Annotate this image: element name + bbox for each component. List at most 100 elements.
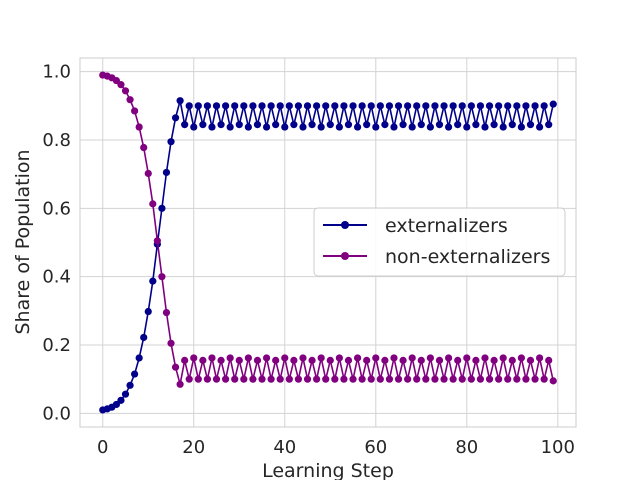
data-point-non-externalizers — [349, 375, 357, 383]
data-point-non-externalizers — [131, 107, 139, 115]
data-point-non-externalizers — [285, 375, 293, 383]
legend: externalizers non-externalizers — [313, 207, 566, 277]
data-point-externalizers — [331, 102, 339, 110]
legend-marker-non-externalizers — [341, 252, 349, 260]
data-point-externalizers — [399, 121, 407, 129]
data-point-non-externalizers — [404, 375, 412, 383]
data-point-non-externalizers — [121, 87, 130, 95]
data-point-externalizers — [208, 123, 216, 131]
data-point-externalizers — [135, 354, 143, 362]
data-point-non-externalizers — [417, 356, 425, 364]
data-point-externalizers — [326, 121, 334, 129]
data-point-externalizers — [408, 123, 416, 131]
data-point-externalizers — [458, 102, 466, 110]
data-point-externalizers — [222, 102, 230, 110]
data-point-non-externalizers — [508, 356, 516, 364]
data-point-externalizers — [171, 114, 180, 122]
data-point-externalizers — [476, 102, 485, 110]
data-point-externalizers — [422, 102, 430, 110]
data-point-non-externalizers — [262, 354, 271, 362]
data-point-non-externalizers — [249, 375, 257, 383]
data-point-externalizers — [417, 121, 425, 129]
data-point-externalizers — [381, 121, 389, 129]
x-axis-label: Learning Step — [262, 460, 394, 480]
data-point-non-externalizers — [153, 237, 161, 245]
data-point-externalizers — [313, 102, 321, 110]
plot-frame — [79, 57, 577, 428]
data-point-externalizers — [194, 102, 202, 110]
data-point-externalizers — [181, 121, 189, 129]
data-point-non-externalizers — [431, 375, 439, 383]
data-point-non-externalizers — [454, 356, 462, 364]
data-point-externalizers — [536, 123, 544, 131]
data-point-externalizers — [308, 121, 316, 129]
data-point-non-externalizers — [231, 375, 239, 383]
data-point-non-externalizers — [358, 375, 366, 383]
data-point-non-externalizers — [181, 356, 189, 364]
data-point-externalizers — [144, 307, 152, 316]
data-point-non-externalizers — [158, 273, 166, 281]
data-point-externalizers — [249, 102, 257, 110]
x-tick-label: 80 — [455, 437, 478, 458]
data-point-non-externalizers — [485, 375, 494, 383]
data-point-externalizers — [353, 123, 362, 131]
y-tick-label: 1.0 — [42, 62, 71, 83]
data-point-non-externalizers — [226, 354, 234, 362]
data-point-non-externalizers — [313, 375, 321, 383]
data-point-non-externalizers — [326, 356, 334, 364]
data-point-externalizers — [454, 121, 462, 129]
data-point-externalizers — [281, 123, 289, 131]
data-point-non-externalizers — [536, 354, 544, 362]
y-tick-label: 0.4 — [42, 267, 71, 288]
data-point-non-externalizers — [390, 354, 398, 362]
data-point-externalizers — [376, 102, 384, 110]
data-point-non-externalizers — [235, 356, 243, 364]
data-point-non-externalizers — [162, 308, 171, 317]
data-point-non-externalizers — [222, 375, 230, 383]
data-point-non-externalizers — [117, 81, 125, 89]
data-point-non-externalizers — [308, 356, 316, 364]
data-point-non-externalizers — [399, 356, 407, 364]
data-point-externalizers — [467, 102, 475, 110]
data-point-externalizers — [294, 102, 303, 110]
data-point-externalizers — [190, 123, 198, 131]
data-point-non-externalizers — [331, 375, 339, 383]
data-point-non-externalizers — [253, 356, 262, 364]
data-point-non-externalizers — [126, 96, 134, 104]
data-point-non-externalizers — [185, 375, 193, 383]
data-point-non-externalizers — [467, 375, 475, 383]
data-point-non-externalizers — [144, 169, 152, 178]
data-point-non-externalizers — [394, 375, 403, 383]
data-point-externalizers — [185, 102, 193, 110]
data-point-externalizers — [426, 123, 434, 131]
data-point-externalizers — [481, 123, 489, 131]
data-point-externalizers — [413, 102, 421, 110]
legend-label-non-externalizers: non-externalizers — [385, 246, 550, 268]
legend-box — [313, 207, 566, 277]
data-point-externalizers — [540, 102, 548, 110]
data-point-non-externalizers — [381, 356, 389, 364]
data-point-non-externalizers — [322, 375, 330, 383]
data-point-externalizers — [158, 204, 166, 212]
series-externalizers — [99, 97, 557, 414]
series-layer — [99, 71, 557, 414]
data-point-non-externalizers — [199, 356, 207, 364]
data-point-externalizers — [258, 102, 266, 110]
data-point-externalizers — [517, 123, 525, 131]
data-point-non-externalizers — [376, 375, 384, 383]
data-point-externalizers — [531, 102, 539, 110]
y-tick-label: 0.6 — [42, 198, 71, 219]
data-point-externalizers — [167, 138, 175, 146]
data-point-externalizers — [285, 102, 293, 110]
data-point-non-externalizers — [176, 380, 184, 388]
data-point-externalizers — [463, 123, 471, 131]
legend-label-externalizers: externalizers — [385, 215, 508, 237]
data-point-externalizers — [149, 277, 157, 285]
data-point-externalizers — [513, 102, 521, 110]
x-tick-label: 40 — [273, 437, 296, 458]
data-point-non-externalizers — [340, 375, 348, 383]
data-point-non-externalizers — [335, 354, 343, 362]
data-point-externalizers — [344, 121, 353, 129]
data-point-non-externalizers — [353, 354, 362, 362]
data-point-externalizers — [363, 121, 371, 129]
